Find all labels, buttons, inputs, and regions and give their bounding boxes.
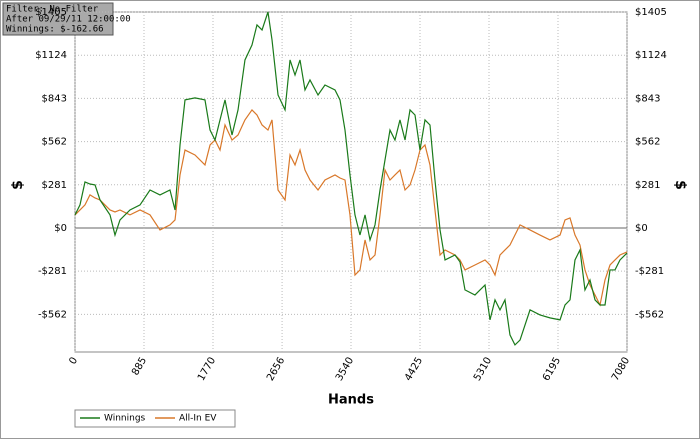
series-line bbox=[74, 11, 628, 346]
legend-label: All-In EV bbox=[179, 414, 217, 424]
series-line bbox=[74, 108, 628, 307]
info-line: After 09/29/11 12:00:00 bbox=[6, 15, 131, 25]
y-tick-label: -$562 bbox=[38, 309, 67, 320]
y-tick-label: $0 bbox=[54, 223, 67, 234]
y-axis-label: $ bbox=[10, 180, 26, 190]
y-tick-label: $843 bbox=[42, 93, 67, 104]
y2-axis-label: $ bbox=[672, 180, 688, 190]
y2-tick-label: -$281 bbox=[635, 266, 664, 277]
y-tick-label: $281 bbox=[42, 180, 67, 191]
y-tick-label: $562 bbox=[42, 137, 67, 148]
x-axis-label: Hands bbox=[328, 393, 374, 408]
legend-label: Winnings bbox=[104, 414, 146, 424]
y2-tick-label: $281 bbox=[635, 180, 660, 191]
y2-tick-label: $1405 bbox=[635, 7, 667, 18]
x-tick-label: 0 bbox=[67, 356, 80, 367]
y-tick-label: $1405 bbox=[35, 7, 67, 18]
y2-tick-label: $1124 bbox=[635, 50, 667, 61]
y-tick-label: $1124 bbox=[35, 50, 67, 61]
y-tick-label: -$281 bbox=[38, 266, 67, 277]
y2-tick-label: $562 bbox=[635, 137, 660, 148]
y2-tick-label: $0 bbox=[635, 223, 648, 234]
info-line: Winnings: $-162.66 bbox=[6, 25, 104, 35]
info-box bbox=[2, 2, 114, 36]
y2-tick-label: -$562 bbox=[635, 309, 664, 320]
info-line: Filter: No Filter bbox=[6, 5, 99, 15]
y2-tick-label: $843 bbox=[635, 93, 660, 104]
